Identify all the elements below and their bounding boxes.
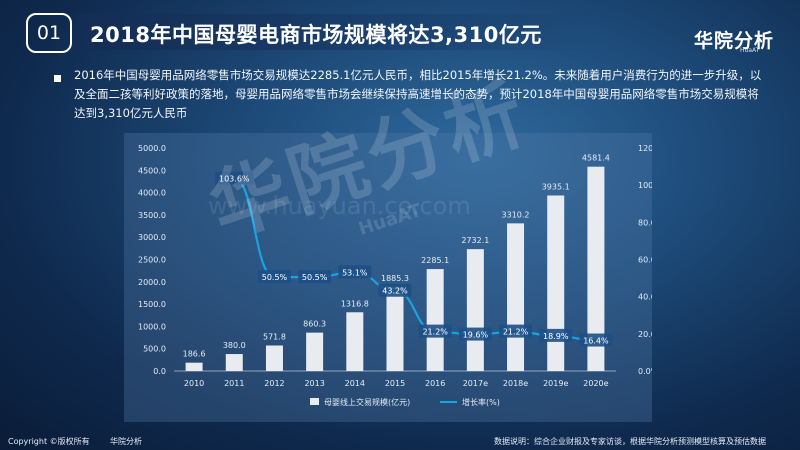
line-label-box: [215, 171, 254, 185]
x-tick-label: 2012: [264, 379, 284, 388]
header: 01 2018年中国母婴电商市场规模将达3,310亿元 华院分析 HuaAT: [0, 0, 800, 66]
bar: [346, 312, 364, 371]
bar: [265, 345, 283, 371]
y2-tick-label: 120.0%: [638, 144, 652, 153]
x-tick-label: 2013: [304, 379, 324, 388]
x-tick-label: 2014: [345, 379, 365, 388]
line-label-box: [458, 327, 492, 341]
bar: [547, 195, 565, 371]
summary-paragraph: 2016年中国母婴用品网络零售市场交易规模达2285.1亿元人民币，相比2015…: [74, 68, 762, 120]
title-bar: [76, 14, 596, 50]
line-value-label: 18.9%: [543, 332, 569, 341]
bar-value-label: 186.6: [183, 350, 206, 359]
line-label-box: [298, 270, 332, 284]
y2-tick-label: 0.0%: [638, 367, 652, 376]
brand-logo: 华院分析: [694, 30, 775, 52]
bar: [426, 269, 444, 371]
line-label-box: [378, 283, 412, 297]
bar: [225, 354, 243, 371]
y-tick-label: 0.0: [153, 367, 166, 376]
page-title: 2018年中国母婴电商市场规模将达3,310亿元: [90, 23, 542, 47]
line-value-label: 16.4%: [583, 337, 609, 346]
footer-company: 华院分析: [110, 437, 142, 446]
watermark-url: www.huayuan.co.com: [208, 192, 471, 220]
line-label-box: [539, 328, 573, 342]
bar: [306, 332, 324, 371]
y-tick-label: 500.0: [143, 345, 166, 354]
bar-value-label: 3935.1: [542, 182, 570, 191]
line-label-box: [418, 324, 452, 338]
line-label-box: [579, 333, 613, 347]
y-tick-label: 1500.0: [138, 300, 166, 309]
y-tick-label: 2500.0: [138, 256, 166, 265]
x-tick-label: 2020e: [583, 379, 608, 388]
line-label-box: [338, 265, 372, 279]
bar: [466, 249, 484, 371]
y2-tick-label: 40.0%: [638, 293, 652, 302]
footer-copyright: Copyright ©版权所有: [8, 437, 90, 446]
line-label-box: [257, 270, 291, 284]
x-tick-label: 2011: [224, 379, 244, 388]
y2-tick-label: 80.0%: [638, 218, 652, 227]
legend-line-label: 增长率(%): [462, 397, 500, 407]
x-tick-label: 2019e: [543, 379, 568, 388]
y-tick-label: 5000.0: [138, 144, 166, 153]
legend-bar-swatch: [310, 398, 319, 405]
bar-value-label: 3310.2: [502, 210, 530, 219]
bar-value-label: 2285.1: [421, 256, 449, 265]
y-tick-label: 4000.0: [138, 189, 166, 198]
y2-tick-label: 60.0%: [638, 256, 652, 265]
legend-bar-label: 母婴线上交易规模(亿元): [324, 397, 410, 407]
footer-source: 数据说明：综合企业财报及专家访谈，根据华院分析预测模型核算及预估数据: [494, 437, 766, 446]
bar: [587, 166, 605, 371]
y2-tick-label: 100.0%: [638, 181, 652, 190]
line-value-label: 103.6%: [219, 174, 250, 183]
bar: [507, 223, 525, 371]
brand-logo-sub: HuaAT: [740, 47, 760, 54]
bar-value-label: 2732.1: [461, 236, 489, 245]
x-tick-label: 2018e: [503, 379, 528, 388]
bullet-icon: [54, 75, 61, 82]
bar-value-label: 1885.3: [381, 274, 409, 283]
y-tick-label: 3500.0: [138, 211, 166, 220]
line-value-label: 50.5%: [262, 273, 288, 282]
y-tick-label: 1000.0: [138, 322, 166, 331]
line-label-box: [499, 324, 533, 338]
line-value-label: 21.2%: [503, 328, 529, 337]
bar-value-label: 571.8: [263, 332, 286, 341]
bar: [185, 362, 203, 371]
chart-panel: 0.0 500.0 1000.0 1500.0 2000.0 2500.0 3000.0 35…: [124, 133, 652, 422]
line-value-label: 43.2%: [382, 287, 408, 296]
x-tick-label: 2017e: [463, 379, 488, 388]
bar: [386, 286, 404, 371]
section-number: 01: [26, 13, 72, 53]
bar-value-label: 4581.4: [582, 154, 610, 163]
line-value-label: 19.6%: [463, 331, 489, 340]
x-tick-label: 2016: [425, 379, 445, 388]
line-value-label: 50.5%: [302, 273, 328, 282]
x-tick-label: 2010: [184, 379, 204, 388]
x-tick-label: 2015: [385, 379, 405, 388]
bar-value-label: 860.3: [303, 320, 326, 329]
chart-svg: 0.0 500.0 1000.0 1500.0 2000.0 2500.0 3000.0 35…: [138, 144, 652, 407]
y2-tick-label: 20.0%: [638, 330, 652, 339]
y-tick-label: 2000.0: [138, 278, 166, 287]
y-tick-label: 4500.0: [138, 166, 166, 175]
line-value-label: 21.2%: [422, 328, 448, 337]
line-value-label: 53.1%: [342, 268, 368, 277]
bar-value-label: 380.0: [223, 341, 246, 350]
bar-value-label: 1316.8: [341, 299, 369, 308]
y-tick-label: 3000.0: [138, 233, 166, 242]
